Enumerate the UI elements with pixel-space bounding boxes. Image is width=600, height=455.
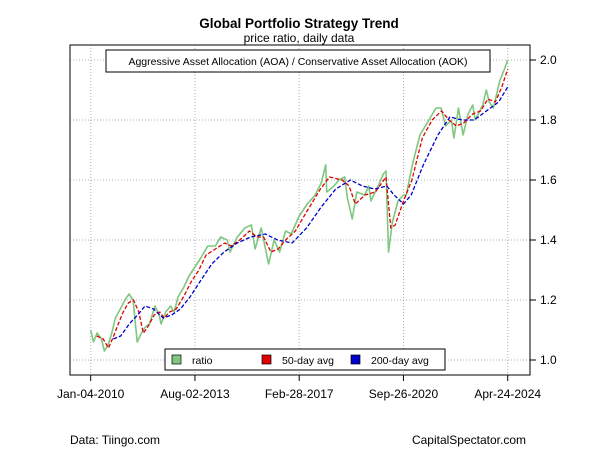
- x-tick-label: Apr-24-2024: [474, 387, 541, 401]
- series-line-ratio: [89, 59, 509, 352]
- chart-subtitle: price ratio, daily data: [244, 31, 355, 45]
- footer-credit: CapitalSpectator.com: [412, 433, 526, 447]
- series-line-50-day-avg: [96, 68, 509, 349]
- y-axis: 1.0 1.2 1.4 1.6 1.8 2.0: [530, 53, 557, 367]
- legend-title: Aggressive Asset Allocation (AOA) / Cons…: [128, 56, 467, 68]
- y-tick-label: 1.0: [540, 353, 557, 367]
- y-tick-label: 1.2: [540, 293, 557, 307]
- legend-title-box: Aggressive Asset Allocation (AOA) / Cons…: [105, 49, 491, 73]
- footer-source: Data: Tiingo.com: [70, 433, 160, 447]
- x-tick-label: Jan-04-2010: [57, 387, 125, 401]
- legend-swatch: [261, 354, 272, 365]
- legend: ratio 50-day avg 200-day avg: [164, 348, 446, 371]
- x-tick-label: Sep-26-2020: [369, 387, 439, 401]
- x-axis: Jan-04-2010 Aug-02-2013 Feb-28-2017 Sep-26-…: [57, 375, 541, 401]
- legend-label: 200-day avg: [371, 355, 429, 367]
- y-tick-label: 1.8: [540, 113, 557, 127]
- series-layer: [89, 59, 509, 352]
- legend-swatch: [171, 354, 182, 365]
- grid: [70, 45, 530, 375]
- x-tick-label: Aug-02-2013: [160, 387, 230, 401]
- series-line-200-day-avg: [113, 86, 509, 340]
- legend-label: 50-day avg: [282, 355, 334, 367]
- legend-label: ratio: [192, 355, 213, 367]
- y-tick-label: 1.4: [540, 233, 557, 247]
- x-tick-label: Feb-28-2017: [265, 387, 334, 401]
- chart-title: Global Portfolio Strategy Trend: [199, 16, 399, 31]
- legend-swatch: [350, 354, 361, 365]
- y-tick-label: 1.6: [540, 173, 557, 187]
- plot-frame: [69, 44, 531, 376]
- y-tick-label: 2.0: [540, 53, 557, 67]
